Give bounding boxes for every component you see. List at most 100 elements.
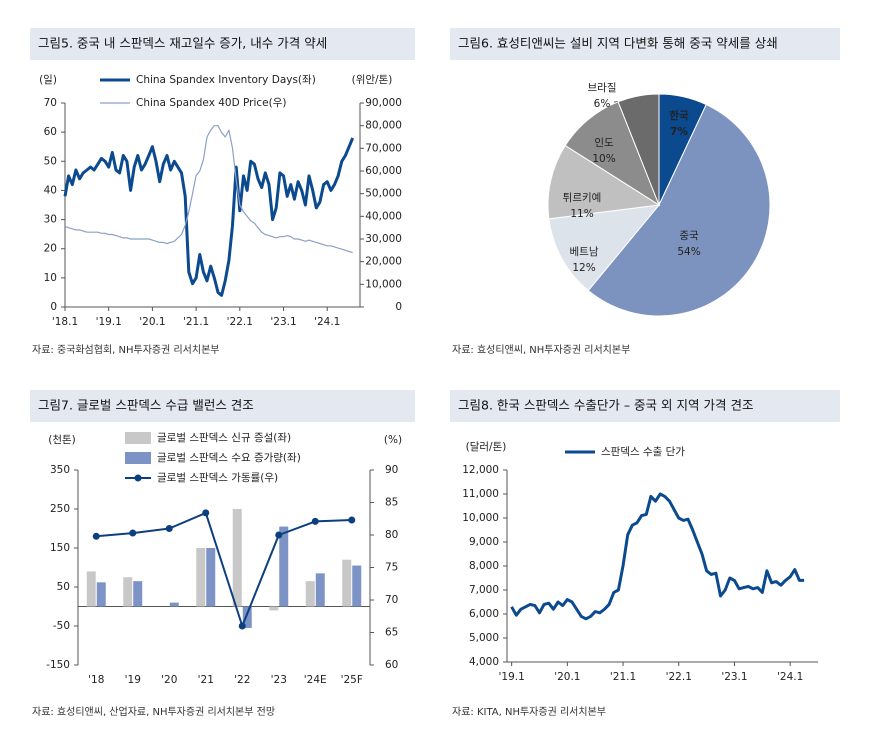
x-tick-label: '24E (304, 674, 327, 686)
y2-tick-label: 70,000 (365, 142, 402, 154)
y-tick-label: 5,000 (469, 632, 499, 644)
y-tick-label: 50 (44, 155, 57, 167)
x-tick-label: '20 (161, 674, 177, 686)
x-tick-label: '24.1 (314, 316, 340, 328)
pie-slice (547, 144, 661, 220)
series-line (63, 137, 355, 297)
legend-swatch (125, 432, 151, 444)
y-tick-label: 250 (50, 503, 70, 515)
chart-title: 그림7. 글로벌 스판덱스 수급 밸런스 견조 (38, 398, 254, 413)
slice-value-label: 10% (592, 153, 615, 165)
slice-value-label: 7% (670, 126, 688, 138)
y-tick-label: 6,000 (469, 608, 499, 620)
y-tick-label: 20 (44, 243, 57, 255)
series-line (510, 492, 805, 621)
series-line (64, 125, 353, 254)
bar (169, 602, 179, 607)
title-bar (30, 390, 415, 422)
legend-label: China Spandex 40D Price(우) (136, 97, 287, 109)
slice-label: 베트남 (570, 246, 599, 258)
pie-slice (617, 93, 660, 206)
bar (86, 571, 96, 607)
bar (305, 581, 315, 607)
bar (232, 509, 242, 607)
bar (342, 559, 352, 607)
y2-tick-label: 50,000 (365, 188, 402, 200)
y2-tick-label: 90 (385, 464, 398, 476)
bar (279, 526, 289, 607)
y2-tick-label: 65 (385, 627, 398, 639)
source-note: 자료: 중국화섬협회, NH투자증권 리서치본부 (32, 343, 219, 356)
y-tick-label: 12,000 (462, 464, 499, 476)
y-tick-label: 150 (50, 542, 70, 554)
chart-title: 그림6. 효성티앤씨는 설비 지역 다변화 통해 중국 약세를 상쇄 (458, 36, 778, 51)
line-marker (238, 622, 246, 630)
y2-tick-label: 30,000 (365, 233, 402, 245)
x-tick-label: '19.1 (96, 316, 122, 328)
slice-value-label: 12% (572, 262, 595, 274)
y-tick-label: 7,000 (469, 584, 499, 596)
y-tick-label: 8,000 (469, 560, 499, 572)
y-tick-label: 350 (50, 464, 70, 476)
y2-axis-unit: (위안/톤) (352, 73, 393, 86)
bar (352, 565, 362, 607)
y2-tick-label: 20,000 (365, 256, 402, 268)
x-tick-label: '21 (198, 674, 214, 686)
x-tick-label: '23.1 (270, 316, 296, 328)
legend-marker (134, 474, 142, 482)
slice-value-label: 54% (677, 246, 700, 258)
y-tick-label: 4,000 (469, 656, 499, 668)
x-tick-label: '22.1 (666, 671, 692, 683)
x-tick-label: '23 (271, 674, 287, 686)
y-tick-label: 10 (44, 272, 57, 284)
bar (196, 548, 206, 607)
bar (123, 577, 133, 607)
x-tick-label: '25F (341, 674, 363, 686)
x-tick-label: '22 (234, 674, 250, 686)
slice-label: 튀르키예 (563, 191, 602, 204)
legend-label: 글로벌 스판덱스 수요 증가량(좌) (157, 452, 301, 464)
y2-tick-label: 60 (385, 659, 398, 671)
legend-label: China Spandex Inventory Days(좌) (136, 74, 316, 86)
x-tick-label: '21.1 (610, 671, 636, 683)
line-marker (348, 516, 356, 524)
x-tick-label: '21.1 (183, 316, 209, 328)
slice-value-label: 11% (570, 208, 593, 220)
bar (269, 606, 279, 611)
x-tick-label: '19 (125, 674, 141, 686)
series-line (96, 511, 352, 627)
slice-label: 한국 (669, 109, 689, 122)
chart-title: 그림8. 한국 스판덱스 수출단가 – 중국 외 지역 가격 견조 (458, 398, 753, 413)
y2-axis-unit: (%) (384, 434, 402, 446)
y2-tick-label: 60,000 (365, 165, 402, 177)
y-tick-label: 9,000 (469, 536, 499, 548)
x-tick-label: '23.1 (721, 671, 747, 683)
x-tick-label: '18.1 (52, 316, 78, 328)
title-bar (450, 390, 840, 422)
line-marker (165, 525, 173, 532)
y-tick-label: -50 (53, 620, 70, 632)
y2-tick-label: 40,000 (365, 210, 402, 222)
y-tick-label: 11,000 (462, 488, 499, 500)
line-marker (275, 531, 283, 539)
y-tick-label: 40 (44, 184, 57, 196)
y2-tick-label: 80 (385, 529, 398, 541)
slice-label: 브라질 (588, 82, 617, 94)
bar (206, 548, 216, 607)
y-tick-label: 0 (50, 301, 57, 313)
y2-tick-label: 70 (385, 594, 398, 606)
x-tick-label: '24.1 (777, 671, 803, 683)
y2-tick-label: 10,000 (365, 278, 402, 290)
y-axis-unit: (천톤) (48, 434, 76, 446)
x-tick-label: '20.1 (554, 671, 580, 683)
bar (96, 582, 106, 607)
x-tick-label: '19.1 (499, 671, 525, 683)
bar (133, 581, 143, 607)
x-tick-label: '18 (88, 674, 104, 686)
y2-tick-label: 90,000 (365, 97, 402, 109)
y-tick-label: 10,000 (462, 512, 499, 524)
bar (315, 573, 325, 607)
slice-label: 중국 (679, 230, 699, 242)
y-tick-label: 70 (44, 97, 57, 109)
